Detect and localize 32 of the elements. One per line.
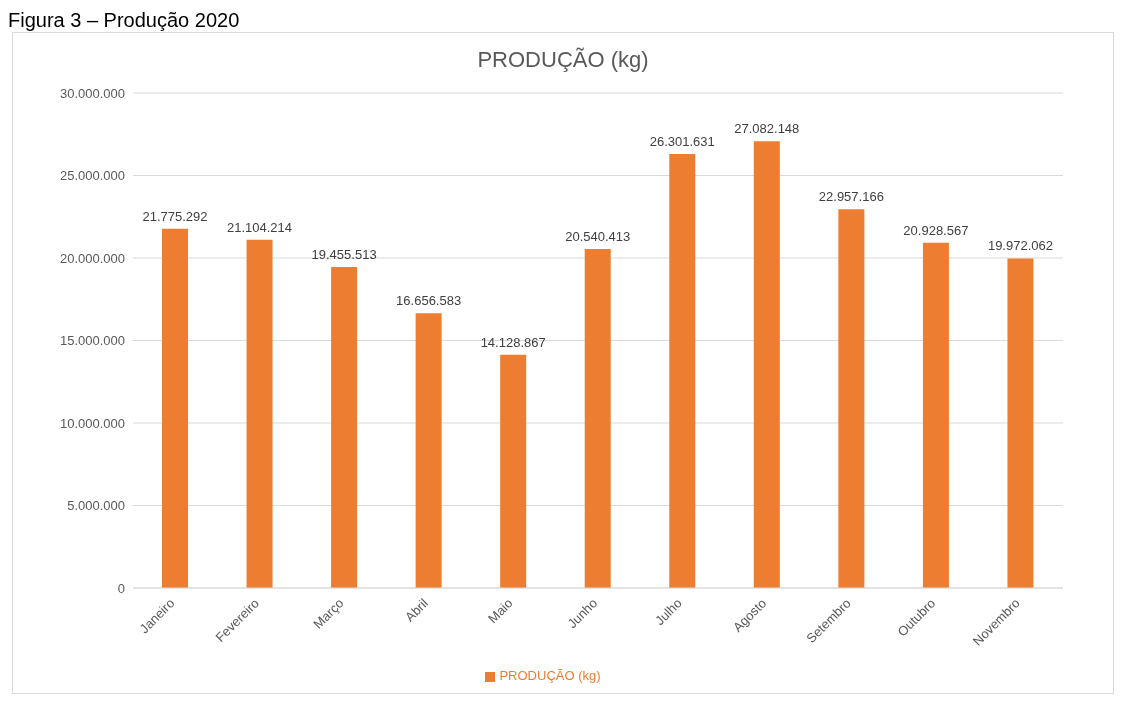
bar <box>669 154 696 588</box>
text: Figura 3 – Produção 2020 <box>8 8 241 32</box>
data-label: 16.656.583 <box>396 293 462 309</box>
y-tick-label: 0 <box>117 580 125 596</box>
bar <box>415 313 442 588</box>
data-label: 20.540.413 <box>565 229 631 245</box>
legend-label: PRODUÇÃO (kg) <box>499 668 601 683</box>
y-tick-label: 25.000.000 <box>59 168 125 184</box>
data-label: 21.775.292 <box>142 208 208 224</box>
data-label: 14.128.867 <box>480 334 546 350</box>
bar <box>922 242 949 588</box>
chart-title: PRODUÇÃO (kg) <box>476 47 650 73</box>
bar <box>584 249 611 588</box>
bar <box>500 354 527 588</box>
y-tick-label: 10.000.000 <box>59 415 125 431</box>
y-tick-label: 15.000.000 <box>59 333 125 349</box>
bar <box>753 141 780 588</box>
data-label: 22.957.166 <box>818 189 884 205</box>
bar <box>162 228 188 588</box>
data-label: 20.928.567 <box>903 222 969 238</box>
data-label: 27.082.148 <box>734 121 800 137</box>
bar <box>1007 258 1034 588</box>
bar <box>838 209 865 588</box>
data-label: 19.972.062 <box>987 238 1053 254</box>
y-tick-label: 5.000.000 <box>67 498 125 514</box>
y-tick-label: 20.000.000 <box>59 250 125 266</box>
data-label: 21.104.214 <box>227 219 293 235</box>
data-label: 19.455.513 <box>311 246 377 262</box>
y-tick-label: 30.000.000 <box>59 85 125 101</box>
data-label: 26.301.631 <box>649 134 715 150</box>
bar <box>331 266 358 588</box>
bar <box>246 239 273 588</box>
